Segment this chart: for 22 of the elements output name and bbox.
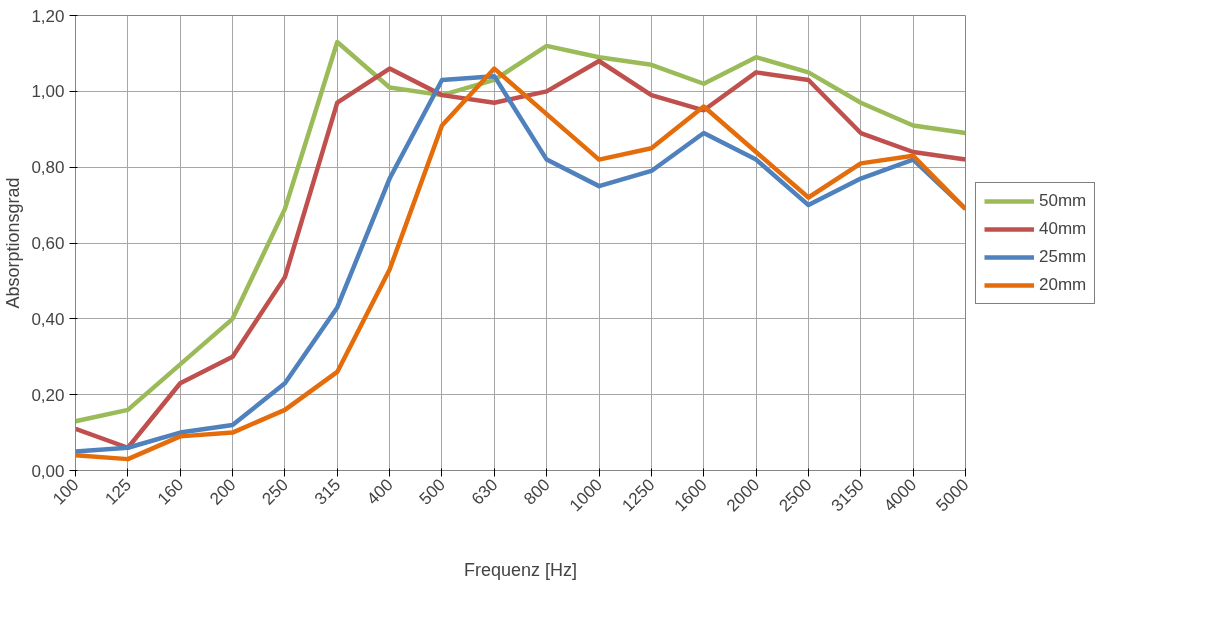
x-tick-label: 160 — [153, 475, 188, 509]
x-tick-label: 400 — [363, 475, 397, 509]
x-tick-label: 630 — [467, 475, 502, 509]
y-tick-label: 1,20 — [31, 6, 65, 26]
x-tick-label: 315 — [310, 475, 345, 509]
x-axis-title: Frequenz [Hz] — [463, 559, 578, 580]
x-tick-label: 250 — [258, 475, 292, 509]
x-tick-label: 125 — [101, 475, 135, 509]
y-tick-label: 0,20 — [31, 385, 65, 405]
x-tick-label: 500 — [415, 475, 450, 509]
x-tick-label: 800 — [520, 475, 554, 509]
legend-label: 50mm — [1039, 190, 1087, 211]
legend-label: 40mm — [1039, 218, 1087, 239]
legend-label: 25mm — [1039, 246, 1087, 267]
y-tick-label: 1,00 — [31, 82, 65, 102]
x-tick-label: 200 — [206, 475, 240, 509]
y-axis-title: Absorptionsgrad — [3, 177, 24, 309]
y-tick-label: 0,60 — [31, 234, 65, 253]
y-tick-label: 0,80 — [31, 158, 65, 178]
y-tick-label: 0,00 — [31, 461, 65, 481]
y-tick-label: 0,40 — [31, 309, 65, 329]
legend-label: 20mm — [1039, 274, 1087, 295]
